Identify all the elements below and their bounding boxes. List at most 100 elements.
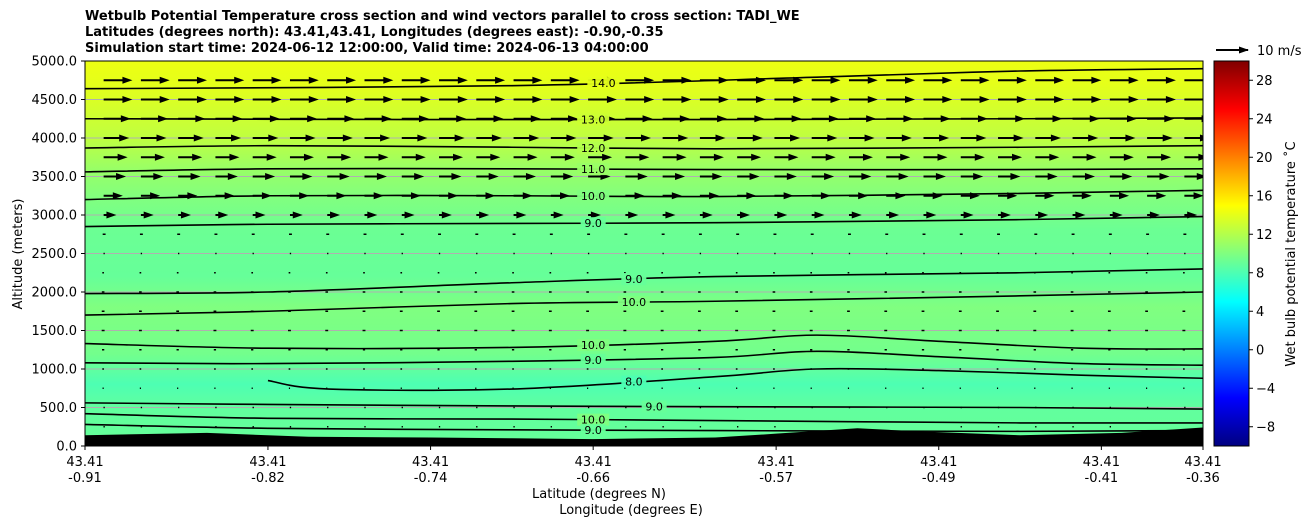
colorbar-tick-label: −4 xyxy=(1256,382,1275,397)
wind-vector xyxy=(215,134,242,142)
y-tick-label: 5000.0 xyxy=(32,55,78,70)
wind-vector xyxy=(252,173,276,180)
wind-vector xyxy=(1184,153,1203,161)
chart-title-line-1: Wetbulb Potential Temperature cross sect… xyxy=(85,9,800,24)
wind-vector xyxy=(364,134,391,142)
wind-vector xyxy=(140,211,154,219)
contour-label-background xyxy=(580,217,606,230)
wind-vector xyxy=(1109,76,1139,84)
wind-vector xyxy=(625,211,639,219)
wind-vector xyxy=(439,211,452,219)
wind-vector xyxy=(289,211,303,219)
y-tick-label: 500.0 xyxy=(40,401,77,416)
wind-vector xyxy=(886,96,916,103)
wind-vector xyxy=(811,96,841,103)
wind-vector xyxy=(923,96,953,103)
wind-vector xyxy=(550,173,574,180)
colorbar-tick-label: 24 xyxy=(1256,112,1273,127)
wind-vector xyxy=(960,153,985,161)
x-tick-label-lon: -0.57 xyxy=(759,471,793,486)
wind-vector xyxy=(699,153,724,161)
wind-vector xyxy=(215,173,238,180)
x-axis-ticks: 43.41-0.9143.41-0.8243.41-0.7443.41-0.66… xyxy=(66,446,1222,486)
contour-label-background xyxy=(621,375,647,388)
wind-vector xyxy=(923,153,948,161)
wind-key-label: 10 m/s xyxy=(1257,44,1302,59)
contour-label-background xyxy=(580,424,606,437)
colorbar-tick-label: 16 xyxy=(1256,189,1273,204)
x-tick-label-lon: -0.36 xyxy=(1186,471,1220,486)
wind-vector xyxy=(215,96,245,103)
contour-label-background xyxy=(577,113,610,126)
wind-vector xyxy=(1147,76,1176,84)
wind-vector xyxy=(364,211,378,219)
y-tick-label: 2000.0 xyxy=(32,286,78,301)
contour-line xyxy=(85,67,1203,90)
wind-vector xyxy=(513,173,536,180)
contour-label-background xyxy=(577,163,610,176)
wind-vector xyxy=(513,134,540,142)
wind-vector xyxy=(588,211,601,219)
wind-vector xyxy=(1035,96,1065,103)
wind-vector xyxy=(327,76,357,84)
contour-label: 9.0 xyxy=(584,354,602,367)
wind-vector xyxy=(625,134,651,142)
colorbar-tick-label: 12 xyxy=(1256,228,1273,243)
contour-lines xyxy=(85,67,1203,433)
wind-vector xyxy=(998,211,1011,219)
wind-vector xyxy=(588,134,614,142)
wind-vector xyxy=(550,153,575,161)
wind-vector xyxy=(886,76,916,84)
colorbar-tick-label: 8 xyxy=(1256,266,1264,281)
wind-vector xyxy=(327,96,357,103)
wind-vector xyxy=(886,153,911,161)
wind-vector xyxy=(364,173,387,180)
wind-vector xyxy=(401,76,431,84)
colorbar-tick-label: 0 xyxy=(1256,343,1264,358)
wind-vector xyxy=(1109,211,1123,219)
wind-vector xyxy=(625,153,650,161)
wind-vector xyxy=(364,96,394,103)
wind-vector xyxy=(476,134,502,142)
wind-vector xyxy=(364,76,394,84)
wind-vector xyxy=(886,134,912,142)
contour-label-background xyxy=(617,296,650,309)
contour-line xyxy=(85,189,1203,201)
y-tick-label: 3500.0 xyxy=(32,170,78,185)
wind-vector xyxy=(103,76,133,84)
wind-vector xyxy=(252,153,277,161)
y-tick-label: 1500.0 xyxy=(32,324,78,339)
wind-vector xyxy=(252,134,279,142)
chart-title-line-2: Latitudes (degrees north): 43.41,43.41, … xyxy=(85,25,664,40)
wind-vector xyxy=(513,76,543,84)
colorbar-tick-label: 28 xyxy=(1256,74,1273,89)
wind-key: 10 m/s xyxy=(1216,44,1302,59)
wind-vector xyxy=(625,173,648,180)
wind-vector xyxy=(1035,173,1058,180)
colorbar-ticks: −8 −4 0 4 8 12 16 20 24 28 xyxy=(1249,74,1275,435)
wind-vector xyxy=(1184,79,1203,82)
wind-vector xyxy=(848,76,878,84)
contour-line xyxy=(85,334,1203,350)
wind-vector xyxy=(289,153,314,161)
wind-vector xyxy=(998,173,1021,180)
y-tick-label: 4500.0 xyxy=(32,93,78,108)
wind-vector xyxy=(662,173,686,180)
wind-vector xyxy=(848,153,873,161)
wind-vector xyxy=(550,96,580,103)
colorbar-label: Wet bulb potential temperature ˚C xyxy=(1283,141,1299,366)
wind-vector xyxy=(1109,173,1133,180)
wind-vector xyxy=(1072,192,1092,200)
wind-vector xyxy=(103,153,128,161)
wind-vector xyxy=(439,173,462,180)
wind-vector xyxy=(1184,192,1203,200)
wind-vector xyxy=(476,211,490,219)
wind-vector xyxy=(178,211,191,219)
contour-line xyxy=(85,402,1203,410)
contour-label: 14.0 xyxy=(591,77,616,90)
wind-vector xyxy=(513,153,538,161)
contour-label: 10.0 xyxy=(581,339,606,352)
wind-vector xyxy=(1184,173,1203,180)
x-axis-label-lat: Latitude (degrees N) xyxy=(532,487,666,502)
